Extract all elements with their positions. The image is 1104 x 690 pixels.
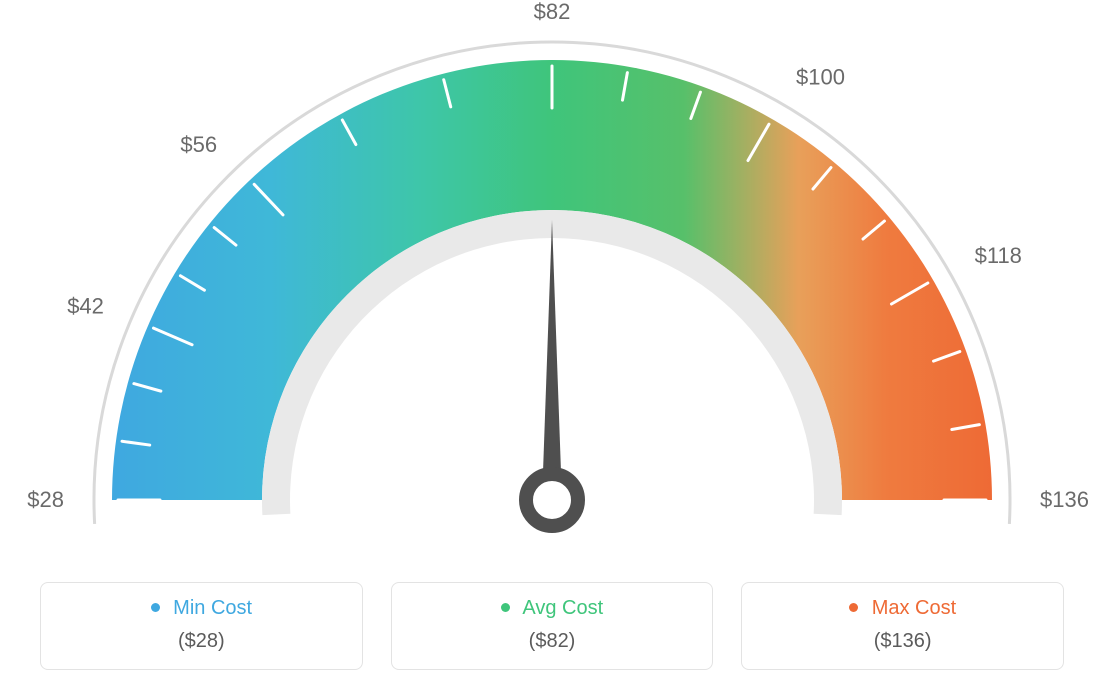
svg-text:$100: $100	[796, 64, 845, 89]
gauge-svg: $28 $42 $56 $82 $100 $118 $136	[0, 0, 1104, 560]
legend-value-avg: ($82)	[402, 630, 703, 653]
legend-card-max: Max Cost ($136)	[741, 582, 1064, 670]
legend-dot-min	[151, 603, 160, 612]
svg-text:$42: $42	[67, 294, 104, 319]
cost-gauge-chart: $28 $42 $56 $82 $100 $118 $136	[0, 0, 1104, 560]
legend-value-max: ($136)	[752, 630, 1053, 653]
legend-title-min: Min Cost	[51, 597, 352, 620]
legend-title-avg: Avg Cost	[402, 597, 703, 620]
legend-dot-avg	[501, 603, 510, 612]
legend-label-max: Max Cost	[872, 597, 956, 619]
svg-text:$56: $56	[180, 132, 217, 157]
svg-text:$136: $136	[1040, 487, 1089, 512]
svg-text:$82: $82	[534, 0, 571, 24]
legend-label-min: Min Cost	[173, 597, 252, 619]
legend-dot-max	[849, 603, 858, 612]
legend-title-max: Max Cost	[752, 597, 1053, 620]
legend-card-avg: Avg Cost ($82)	[391, 582, 714, 670]
legend-row: Min Cost ($28) Avg Cost ($82) Max Cost (…	[0, 582, 1104, 670]
legend-label-avg: Avg Cost	[522, 597, 603, 619]
svg-text:$118: $118	[975, 243, 1022, 268]
legend-card-min: Min Cost ($28)	[40, 582, 363, 670]
legend-value-min: ($28)	[51, 630, 352, 653]
svg-text:$28: $28	[27, 487, 64, 512]
